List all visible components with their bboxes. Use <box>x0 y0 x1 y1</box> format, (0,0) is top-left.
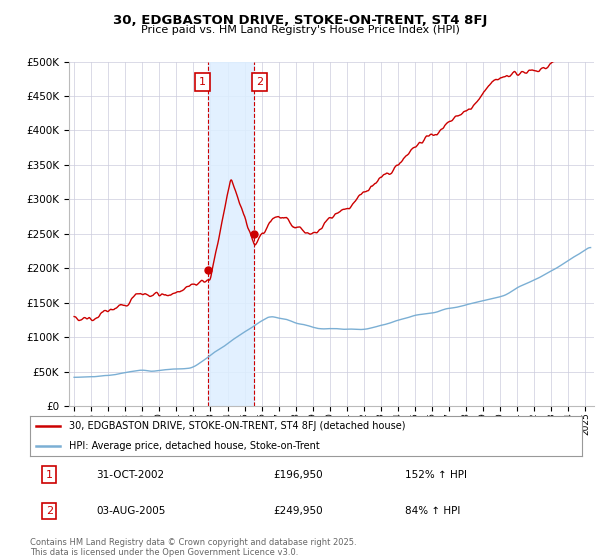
Text: 03-AUG-2005: 03-AUG-2005 <box>96 506 166 516</box>
Text: 152% ↑ HPI: 152% ↑ HPI <box>406 470 467 479</box>
Text: 30, EDGBASTON DRIVE, STOKE-ON-TRENT, ST4 8FJ (detached house): 30, EDGBASTON DRIVE, STOKE-ON-TRENT, ST4… <box>68 421 405 431</box>
Text: HPI: Average price, detached house, Stoke-on-Trent: HPI: Average price, detached house, Stok… <box>68 441 319 451</box>
Text: £196,950: £196,950 <box>273 470 323 479</box>
Text: 1: 1 <box>199 77 206 87</box>
Text: 30, EDGBASTON DRIVE, STOKE-ON-TRENT, ST4 8FJ: 30, EDGBASTON DRIVE, STOKE-ON-TRENT, ST4… <box>113 14 487 27</box>
Bar <box>208 62 254 406</box>
Text: £249,950: £249,950 <box>273 506 323 516</box>
Text: 84% ↑ HPI: 84% ↑ HPI <box>406 506 461 516</box>
Text: 2: 2 <box>46 506 53 516</box>
Text: 31-OCT-2002: 31-OCT-2002 <box>96 470 164 479</box>
Text: 1: 1 <box>46 470 53 479</box>
Text: 2: 2 <box>256 77 263 87</box>
Text: Contains HM Land Registry data © Crown copyright and database right 2025.
This d: Contains HM Land Registry data © Crown c… <box>30 538 356 557</box>
Text: Price paid vs. HM Land Registry's House Price Index (HPI): Price paid vs. HM Land Registry's House … <box>140 25 460 35</box>
